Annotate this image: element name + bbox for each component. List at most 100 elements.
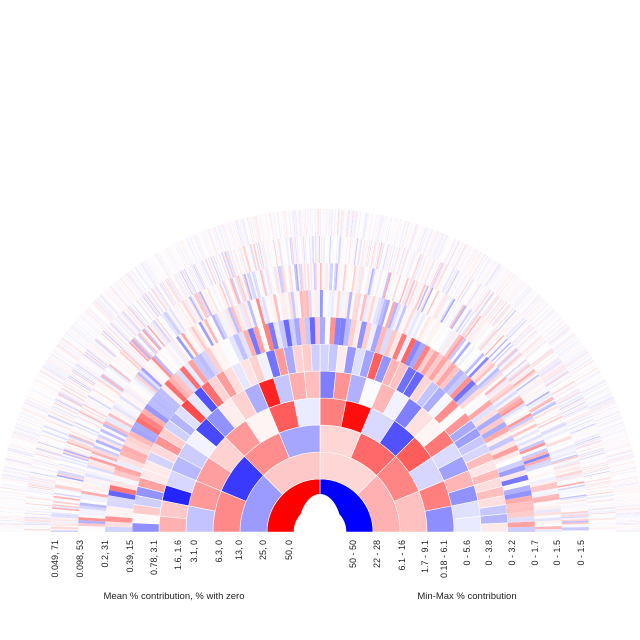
wedge-ring-10	[64, 334, 86, 352]
wedge-ring-10	[550, 329, 572, 347]
wedge-ring-10	[228, 222, 237, 249]
wedge-ring-6	[476, 412, 502, 432]
wedge-ring-9	[520, 335, 542, 354]
wedge-ring-9	[244, 245, 253, 272]
wedge-ring-10	[427, 231, 439, 257]
wedge-ring-10	[0, 498, 26, 502]
wedge-ring-10	[519, 293, 538, 314]
wedge-ring-10	[313, 209, 315, 237]
wedge-ring-10	[610, 472, 638, 478]
wedge-ring-6	[105, 516, 133, 523]
wedge-ring-9	[29, 475, 57, 482]
wedge-ring-9	[361, 239, 367, 267]
wedge-ring-10	[33, 381, 58, 395]
wedge-ring-9	[29, 476, 56, 483]
wedge-ring-6	[218, 339, 236, 367]
wedge-ring-7	[84, 473, 112, 483]
wedge-ring-7	[221, 309, 236, 336]
wedge-ring-10	[308, 209, 311, 237]
wedge-ring-10	[547, 325, 569, 343]
wedge-ring-9	[531, 349, 554, 367]
wedge-ring-9	[108, 323, 129, 344]
wedge-ring-10	[453, 243, 467, 269]
wedge-ring-8	[256, 270, 265, 297]
wedge-ring-10	[41, 368, 65, 383]
wedge-ring-9	[358, 239, 364, 266]
wedge-ring-9	[587, 496, 614, 501]
wedge-ring-9	[569, 420, 595, 432]
wedge-ring-8	[444, 301, 460, 326]
wedge-ring-10	[151, 256, 166, 280]
wedge-ring-9	[210, 256, 222, 282]
wedge-ring-9	[46, 417, 73, 429]
wedge-ring-10	[180, 240, 193, 266]
wedge-ring-10	[20, 411, 46, 423]
wedge-ring-10	[520, 294, 539, 315]
wedge-ring-10	[160, 250, 175, 275]
wedge-ring-10	[9, 442, 36, 451]
wedge-ring-10	[167, 246, 181, 271]
wedge-ring-6	[105, 510, 133, 519]
wedge-ring-6	[187, 359, 209, 384]
wedge-ring-9	[505, 317, 525, 338]
wedge-ring-10	[100, 295, 119, 316]
wedge-ring-7	[308, 290, 313, 318]
wedge-ring-10	[227, 222, 236, 249]
wedge-ring-6	[489, 440, 517, 456]
wedge-ring-7	[473, 362, 496, 384]
wedge-ring-10	[398, 220, 407, 247]
wedge-ring-10	[258, 214, 265, 242]
wedge-ring-9	[478, 292, 495, 315]
wedge-ring-9	[379, 243, 387, 270]
wedge-ring-7	[140, 367, 163, 388]
wedge-ring-10	[22, 406, 48, 418]
wedge-ring-8	[446, 302, 463, 327]
wedge-ring-8	[215, 283, 228, 309]
wedge-ring-10	[43, 364, 68, 379]
wedge-ring-6	[150, 395, 175, 417]
wedge-ring-9	[563, 406, 589, 419]
wedge-ring-10	[505, 280, 523, 302]
wedge-ring-8	[101, 373, 125, 391]
wedge-ring-10	[185, 237, 198, 263]
wedge-ring-9	[65, 379, 90, 395]
wedge-ring-7	[509, 417, 535, 433]
wedge-ring-10	[360, 212, 365, 239]
wedge-ring-8	[138, 332, 158, 354]
wedge-ring-10	[586, 392, 612, 405]
wedge-ring-10	[327, 209, 329, 237]
wedge-ring-9	[124, 309, 144, 330]
wedge-ring-10	[501, 276, 518, 299]
wedge-ring-10	[29, 389, 55, 403]
wedge-ring-10	[52, 350, 76, 367]
wedge-ring-9	[114, 318, 134, 339]
wedge-ring-10	[603, 437, 630, 447]
wedge-ring-9	[541, 364, 565, 381]
wedge-ring-9	[27, 485, 55, 491]
wedge-ring-9	[285, 237, 290, 265]
wedge-ring-10	[449, 241, 463, 267]
wedge-ring-10	[614, 496, 640, 500]
wedge-ring-10	[356, 211, 361, 239]
wedge-ring-10	[196, 233, 208, 259]
wedge-ring-8	[436, 296, 452, 321]
wedge-ring-9	[548, 375, 572, 391]
wedge-ring-10	[292, 210, 296, 238]
wedge-ring-10	[205, 229, 216, 256]
wedge-ring-10	[375, 214, 382, 242]
wedge-ring-8	[523, 386, 548, 403]
wedge-ring-9	[577, 447, 605, 457]
wedge-ring-10	[415, 226, 425, 252]
wedge-ring-10	[491, 268, 508, 292]
wedge-ring-9	[258, 242, 266, 269]
wedge-ring-10	[4, 460, 32, 467]
wedge-ring-10	[22, 405, 48, 417]
wedge-ring-9	[588, 526, 616, 528]
wedge-ring-10	[615, 513, 640, 516]
wedge-ring-10	[583, 385, 609, 399]
wedge-ring-9	[376, 242, 384, 270]
wedge-ring-10	[403, 222, 412, 249]
wedge-ring-10	[614, 497, 640, 501]
wedge-ring-9	[342, 237, 346, 264]
wedge-ring-6	[456, 383, 480, 406]
